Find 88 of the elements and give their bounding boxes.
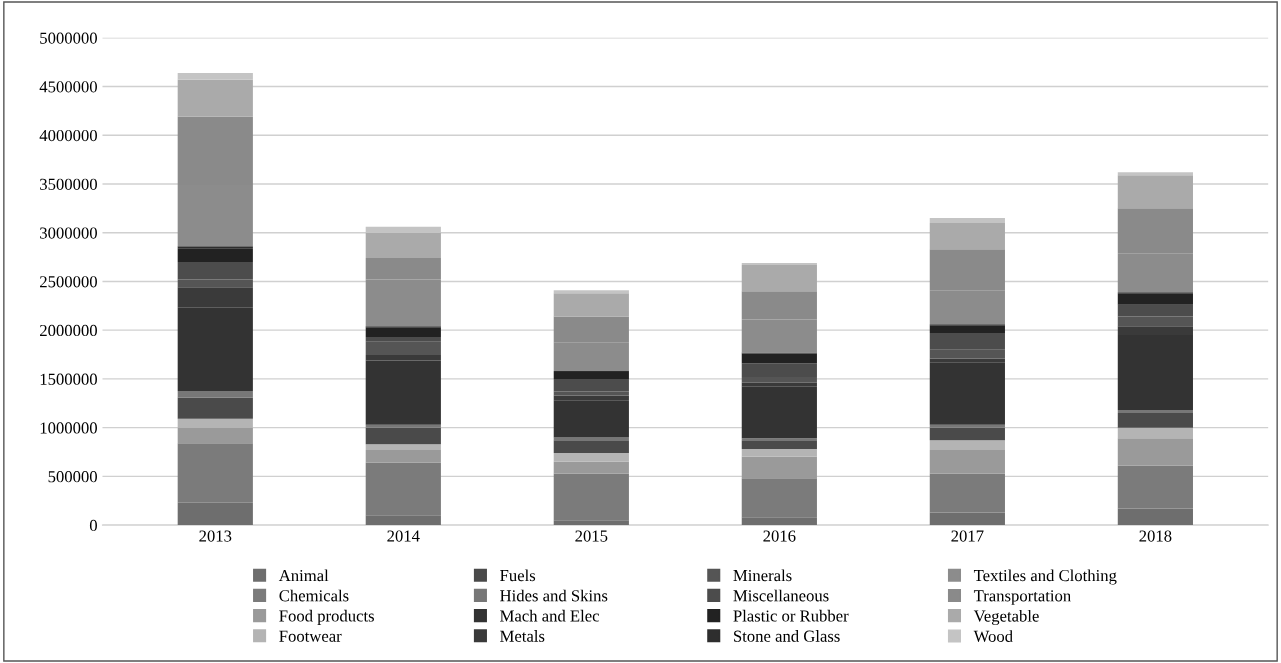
y-tick-label: 4000000 — [39, 129, 97, 142]
legend-label: Wood — [973, 630, 1013, 642]
x-tick-label: 2013 — [199, 530, 232, 542]
legend-label: Food products — [279, 609, 374, 625]
bar — [741, 353, 817, 364]
bar — [553, 378, 629, 392]
y-tick-label: 1500000 — [40, 373, 97, 385]
legend-label: Footwear — [279, 630, 342, 642]
bar — [365, 462, 441, 516]
bar — [553, 473, 629, 521]
y-tick-label: 5000000 — [40, 32, 97, 44]
x-tick-label: 2014 — [387, 530, 420, 542]
bar — [553, 520, 629, 526]
bar — [1117, 508, 1193, 526]
bar — [177, 418, 253, 429]
bar — [741, 478, 817, 518]
bar — [929, 424, 1005, 428]
y-tick-label: 4500000 — [39, 81, 97, 93]
bar — [365, 424, 441, 428]
y-tick-label: 2500000 — [40, 276, 97, 288]
bar — [929, 512, 1005, 526]
x-tick-label: 2015 — [575, 530, 608, 542]
bar — [929, 440, 1005, 451]
legend-label: Stone and Glass — [734, 630, 840, 642]
bar — [553, 461, 629, 474]
legend-label: Textiles and Clothing — [973, 569, 1117, 585]
bar — [741, 449, 817, 457]
bar — [553, 440, 629, 453]
bar — [365, 427, 441, 445]
bar — [553, 293, 629, 317]
bar — [741, 386, 817, 439]
legend-label: Fuels — [500, 569, 536, 582]
y-tick-label: 3500000 — [40, 178, 97, 190]
y-tick-label: 500000 — [48, 471, 97, 483]
bar — [177, 248, 253, 262]
bar — [365, 450, 441, 463]
legend-label: Vegetable — [973, 609, 1039, 626]
legend-label: Hides and Skins — [500, 589, 608, 602]
bar — [1117, 172, 1193, 176]
bar — [929, 450, 1005, 474]
y-tick-label: 1000000 — [40, 422, 97, 434]
bar — [365, 515, 441, 526]
bar — [1117, 410, 1193, 414]
y-tick-label: 0 — [89, 519, 97, 532]
bar — [365, 327, 441, 337]
bar — [741, 456, 817, 479]
bar — [177, 391, 253, 398]
bar — [1117, 438, 1193, 466]
legend-label: Animal — [278, 569, 329, 582]
bar — [929, 427, 1005, 441]
bar — [365, 232, 441, 259]
bar — [177, 397, 253, 419]
bar — [1117, 293, 1193, 305]
bar — [1117, 427, 1193, 439]
y-tick-label: 3000000 — [40, 227, 97, 239]
bar — [1117, 175, 1193, 209]
bar — [929, 362, 1005, 425]
legend-label: Plastic or Rubber — [733, 609, 849, 622]
bar — [553, 437, 629, 441]
x-tick-label: 2017 — [951, 530, 984, 542]
bar — [553, 290, 629, 294]
bar — [1117, 465, 1193, 509]
legend-label: Chemicals — [279, 589, 349, 602]
bar — [929, 222, 1005, 250]
legend-label: Metals — [500, 630, 545, 642]
legend-label: Transportation — [973, 590, 1071, 605]
bar — [929, 325, 1005, 334]
bar — [741, 264, 817, 292]
x-tick-label: 2018 — [1139, 530, 1172, 542]
bar — [177, 502, 253, 526]
bar — [365, 341, 441, 356]
legend-label: Minerals — [733, 569, 792, 582]
bar — [553, 372, 629, 379]
x-tick-label: 2016 — [763, 530, 796, 542]
y-tick-label: 2000000 — [40, 324, 97, 337]
bar — [1117, 413, 1193, 428]
bar — [365, 444, 441, 451]
bar — [741, 517, 817, 526]
bar — [177, 443, 253, 503]
bar — [929, 473, 1005, 513]
bar — [177, 79, 253, 117]
bar — [553, 452, 629, 462]
bar — [177, 72, 253, 80]
bar — [741, 440, 817, 450]
bar — [929, 218, 1005, 223]
legend-label: Mach and Elec — [500, 609, 600, 622]
bar — [177, 428, 253, 444]
legend-label: Miscellaneous — [733, 589, 829, 602]
